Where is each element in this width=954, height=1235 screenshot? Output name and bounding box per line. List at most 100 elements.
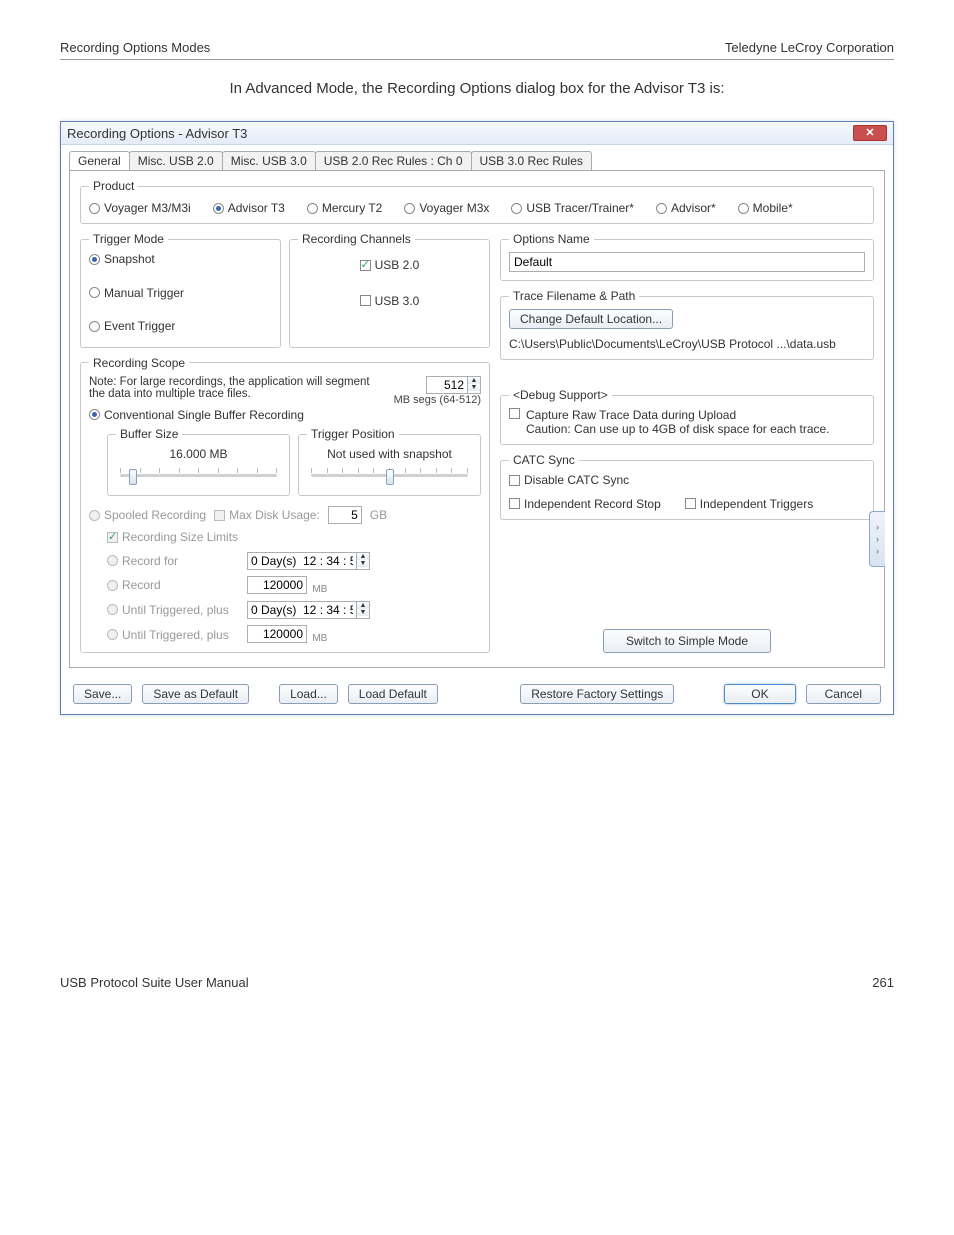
save-button[interactable]: Save...	[73, 684, 132, 704]
mb-segs-input[interactable]	[426, 376, 468, 394]
trigger-position-legend: Trigger Position	[307, 427, 399, 441]
spinner-up-icon[interactable]: ▲	[468, 377, 480, 384]
until-time-spinner[interactable]: ▲▼	[247, 601, 481, 619]
trigger-mode-group: Trigger Mode Snapshot Manual Trigger Eve…	[80, 232, 281, 348]
radio-voyager-m3x[interactable]: Voyager M3x	[404, 201, 489, 215]
buffer-size-legend: Buffer Size	[116, 427, 182, 441]
radio-record-for: Record for	[107, 554, 247, 568]
radio-manual-trigger[interactable]: Manual Trigger	[89, 286, 184, 300]
chevron-right-icon: ›	[876, 522, 879, 532]
load-button[interactable]: Load...	[279, 684, 338, 704]
check-independent-triggers[interactable]: Independent Triggers	[685, 497, 813, 511]
radio-mobile[interactable]: Mobile*	[738, 201, 793, 215]
max-disk-unit: GB	[370, 508, 387, 522]
dialog-title: Recording Options - Advisor T3	[67, 126, 247, 141]
radio-usb-tracer[interactable]: USB Tracer/Trainer*	[511, 201, 634, 215]
radio-conventional[interactable]: Conventional Single Buffer Recording	[89, 408, 304, 422]
tab-general[interactable]: General	[69, 151, 130, 170]
record-for-input[interactable]	[247, 552, 357, 570]
check-usb30[interactable]: USB 3.0	[360, 294, 420, 308]
check-max-disk: Max Disk Usage:	[214, 508, 320, 522]
mb-segs-spinner[interactable]: ▲▼	[426, 376, 481, 394]
check-usb20[interactable]: USB 2.0	[360, 258, 420, 272]
capture-raw-label: Capture Raw Trace Data during Upload	[526, 408, 830, 422]
buffer-size-value: 16.000 MB	[116, 447, 281, 461]
options-name-group: Options Name	[500, 232, 874, 281]
check-capture-raw[interactable]	[509, 408, 520, 419]
chevron-right-icon: ›	[876, 546, 879, 556]
trigger-position-value: Not used with snapshot	[307, 447, 472, 461]
trace-path-value: C:\Users\Public\Documents\LeCroy\USB Pro…	[509, 337, 865, 351]
check-disable-catc[interactable]: Disable CATC Sync	[509, 473, 629, 487]
radio-record: Record	[107, 578, 247, 592]
catc-sync-legend: CATC Sync	[509, 453, 579, 467]
trace-path-group: Trace Filename & Path Change Default Loc…	[500, 289, 874, 360]
record-mb-input[interactable]	[247, 576, 307, 594]
dialog-footer: Save... Save as Default Load... Load Def…	[61, 676, 893, 714]
tab-misc-usb20[interactable]: Misc. USB 2.0	[129, 151, 223, 170]
tab-body: Product Voyager M3/M3i Advisor T3 Mercur…	[69, 170, 885, 668]
radio-until-triggered-time: Until Triggered, plus	[107, 603, 247, 617]
radio-until-triggered-mb: Until Triggered, plus	[107, 628, 247, 642]
restore-factory-button[interactable]: Restore Factory Settings	[520, 684, 674, 704]
buffer-size-group: Buffer Size 16.000 MB	[107, 427, 290, 496]
catc-sync-group: CATC Sync Disable CATC Sync Independent …	[500, 453, 874, 520]
radio-mercury-t2[interactable]: Mercury T2	[307, 201, 382, 215]
recording-options-dialog: Recording Options - Advisor T3 ✕ General…	[60, 121, 894, 715]
trace-path-legend: Trace Filename & Path	[509, 289, 639, 303]
footer-page-number: 261	[872, 975, 894, 990]
side-expand-tab[interactable]: › › ›	[869, 511, 885, 567]
spinner-down-icon[interactable]: ▼	[468, 384, 480, 391]
trigger-mode-legend: Trigger Mode	[89, 232, 168, 246]
radio-spooled[interactable]: Spooled Recording	[89, 508, 206, 522]
spinner-down-icon[interactable]: ▼	[357, 560, 369, 567]
buffer-size-slider[interactable]	[116, 465, 281, 487]
close-icon[interactable]: ✕	[853, 125, 887, 141]
radio-advisor[interactable]: Advisor*	[656, 201, 716, 215]
change-location-button[interactable]: Change Default Location...	[509, 309, 673, 329]
header-right: Teledyne LeCroy Corporation	[725, 40, 894, 55]
trigger-position-group: Trigger Position Not used with snapshot	[298, 427, 481, 496]
radio-snapshot[interactable]: Snapshot	[89, 252, 155, 266]
save-default-button[interactable]: Save as Default	[142, 684, 249, 704]
debug-support-group: <Debug Support> Capture Raw Trace Data d…	[500, 388, 874, 445]
switch-simple-mode-button[interactable]: Switch to Simple Mode	[603, 629, 771, 653]
spinner-up-icon[interactable]: ▲	[357, 602, 369, 609]
spinner-down-icon[interactable]: ▼	[357, 609, 369, 616]
mb-segs-label: MB segs (64-512)	[394, 394, 481, 406]
dialog-titlebar: Recording Options - Advisor T3 ✕	[61, 122, 893, 145]
until-mb-unit: MB	[312, 633, 327, 644]
product-group: Product Voyager M3/M3i Advisor T3 Mercur…	[80, 179, 874, 224]
footer-left: USB Protocol Suite User Manual	[60, 975, 249, 990]
check-independent-record-stop[interactable]: Independent Record Stop	[509, 497, 661, 511]
spinner-up-icon[interactable]: ▲	[357, 553, 369, 560]
header-left: Recording Options Modes	[60, 40, 210, 55]
chevron-right-icon: ›	[876, 534, 879, 544]
options-name-legend: Options Name	[509, 232, 594, 246]
record-mb-unit: MB	[312, 584, 327, 595]
tab-misc-usb30[interactable]: Misc. USB 3.0	[222, 151, 316, 170]
max-disk-input[interactable]	[328, 506, 362, 524]
ok-button[interactable]: OK	[724, 684, 795, 704]
until-time-input[interactable]	[247, 601, 357, 619]
tab-usb20-rec-rules[interactable]: USB 2.0 Rec Rules : Ch 0	[315, 151, 472, 170]
tab-usb30-rec-rules[interactable]: USB 3.0 Rec Rules	[471, 151, 592, 170]
record-for-spinner[interactable]: ▲▼	[247, 552, 481, 570]
recording-scope-group: Recording Scope Note: For large recordin…	[80, 356, 490, 654]
radio-voyager-m3[interactable]: Voyager M3/M3i	[89, 201, 191, 215]
recording-scope-legend: Recording Scope	[89, 356, 189, 370]
radio-advisor-t3[interactable]: Advisor T3	[213, 201, 285, 215]
cancel-button[interactable]: Cancel	[806, 684, 881, 704]
trigger-position-slider[interactable]	[307, 465, 472, 487]
debug-support-legend: <Debug Support>	[509, 388, 612, 402]
until-mb-input[interactable]	[247, 625, 307, 643]
page-footer: USB Protocol Suite User Manual 261	[60, 975, 894, 990]
intro-text: In Advanced Mode, the Recording Options …	[60, 80, 894, 97]
recording-channels-group: Recording Channels USB 2.0 USB 3.0	[289, 232, 490, 348]
check-size-limits: Recording Size Limits	[107, 530, 238, 544]
options-name-input[interactable]	[509, 252, 865, 272]
radio-event-trigger[interactable]: Event Trigger	[89, 319, 175, 333]
load-default-button[interactable]: Load Default	[348, 684, 438, 704]
page-header: Recording Options Modes Teledyne LeCroy …	[60, 40, 894, 60]
product-legend: Product	[89, 179, 138, 193]
